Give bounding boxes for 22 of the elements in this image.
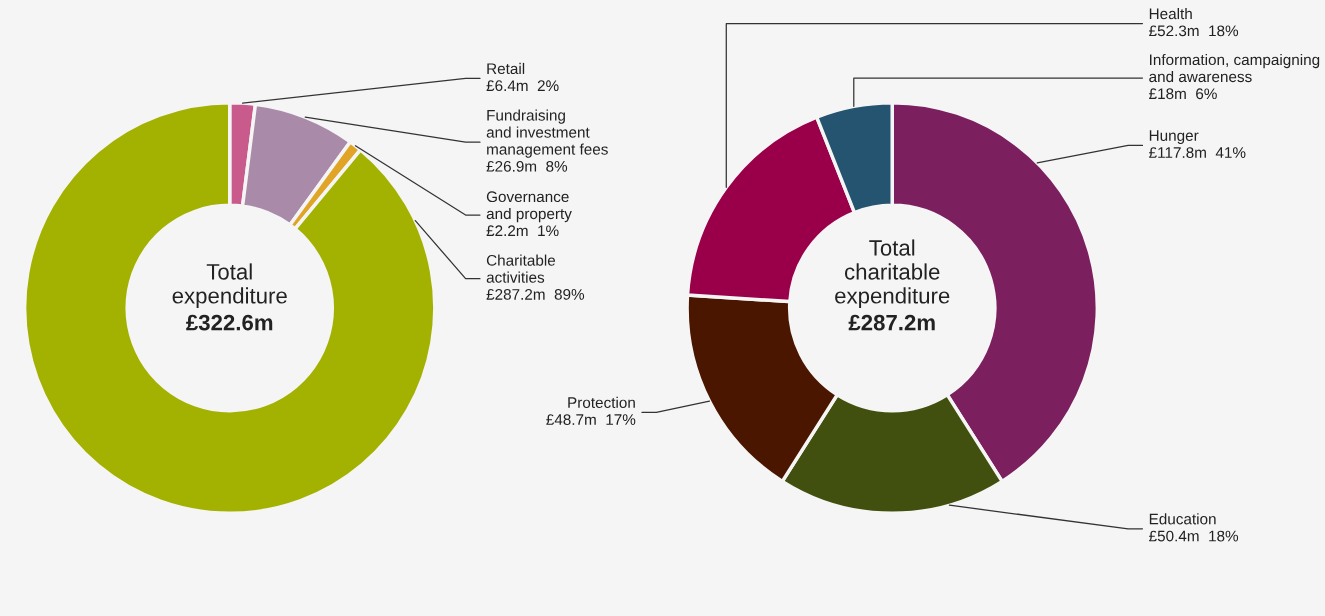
slice-label: Fundraising and investment management fees [486, 109, 608, 158]
data-label: £18m 6% [1149, 88, 1217, 100]
data-label: £48.7m 17% [546, 414, 636, 426]
text: £322.6m [186, 314, 273, 331]
slice-label: Charitable activities [486, 254, 556, 283]
slice-label: Governance and property [486, 191, 572, 223]
slice-label: Health [1149, 7, 1192, 20]
data-label: £52.3m 18% [1149, 25, 1239, 37]
data-label: £50.4m 18% [1149, 530, 1239, 542]
data-label: £26.9m 8% [486, 160, 568, 172]
data-label: £287.2m 89% [486, 288, 585, 300]
slice-label: Education [1149, 513, 1216, 525]
slice-label: Protection [568, 396, 635, 408]
text: Total charitable expenditure [835, 239, 950, 308]
text: Total expenditure [172, 263, 287, 308]
data-label: £2.2m 1% [486, 225, 559, 237]
slice-label: Information, campaigning and awareness [1149, 53, 1320, 83]
slice-label: Retail [487, 62, 525, 75]
slice-label: Hunger [1149, 130, 1199, 144]
data-label: £6.4m 2% [486, 80, 559, 92]
data-label: £117.8m 41% [1149, 147, 1246, 158]
text: £287.2m [848, 314, 935, 331]
